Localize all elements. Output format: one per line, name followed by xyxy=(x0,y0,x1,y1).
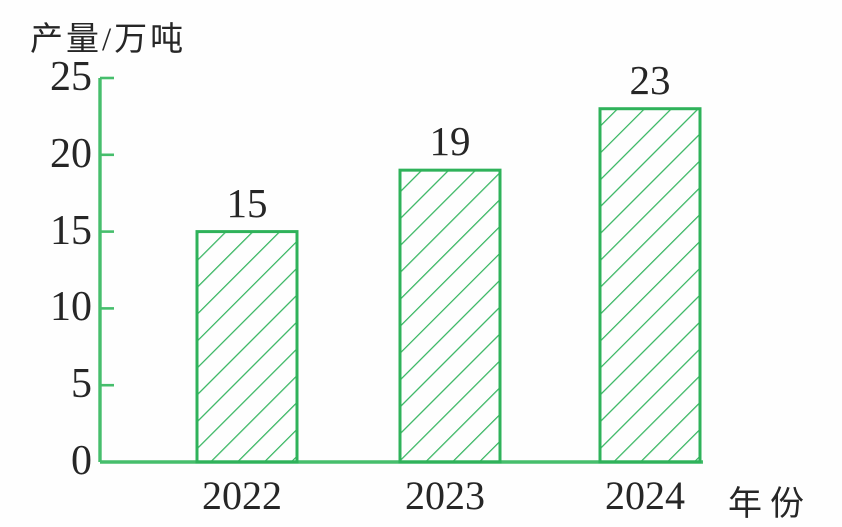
bar-value-2022: 15 xyxy=(226,179,268,226)
x-category-2022: 2022 xyxy=(202,473,282,518)
y-tick-label-5: 5 xyxy=(71,361,92,408)
bar-2024 xyxy=(598,107,702,464)
x-category-2023: 2023 xyxy=(405,473,485,518)
y-tick-label-10: 10 xyxy=(50,284,92,331)
y-tick-label-25: 25 xyxy=(50,54,92,100)
y-axis-title: 产量/万吨 xyxy=(30,22,187,58)
y-tick-label-15: 15 xyxy=(50,207,92,254)
x-axis-title: 年份 xyxy=(728,486,812,523)
bar-value-2024: 23 xyxy=(629,56,671,103)
bars-group xyxy=(195,107,702,464)
y-tick-label-0: 0 xyxy=(71,438,92,484)
bar-2022 xyxy=(195,230,299,464)
bar-value-2023: 19 xyxy=(429,118,471,165)
y-axis-ticks xyxy=(100,76,114,387)
x-category-2024: 2024 xyxy=(605,473,685,518)
bar-2023 xyxy=(398,168,502,464)
y-tick-label-20: 20 xyxy=(50,130,92,177)
